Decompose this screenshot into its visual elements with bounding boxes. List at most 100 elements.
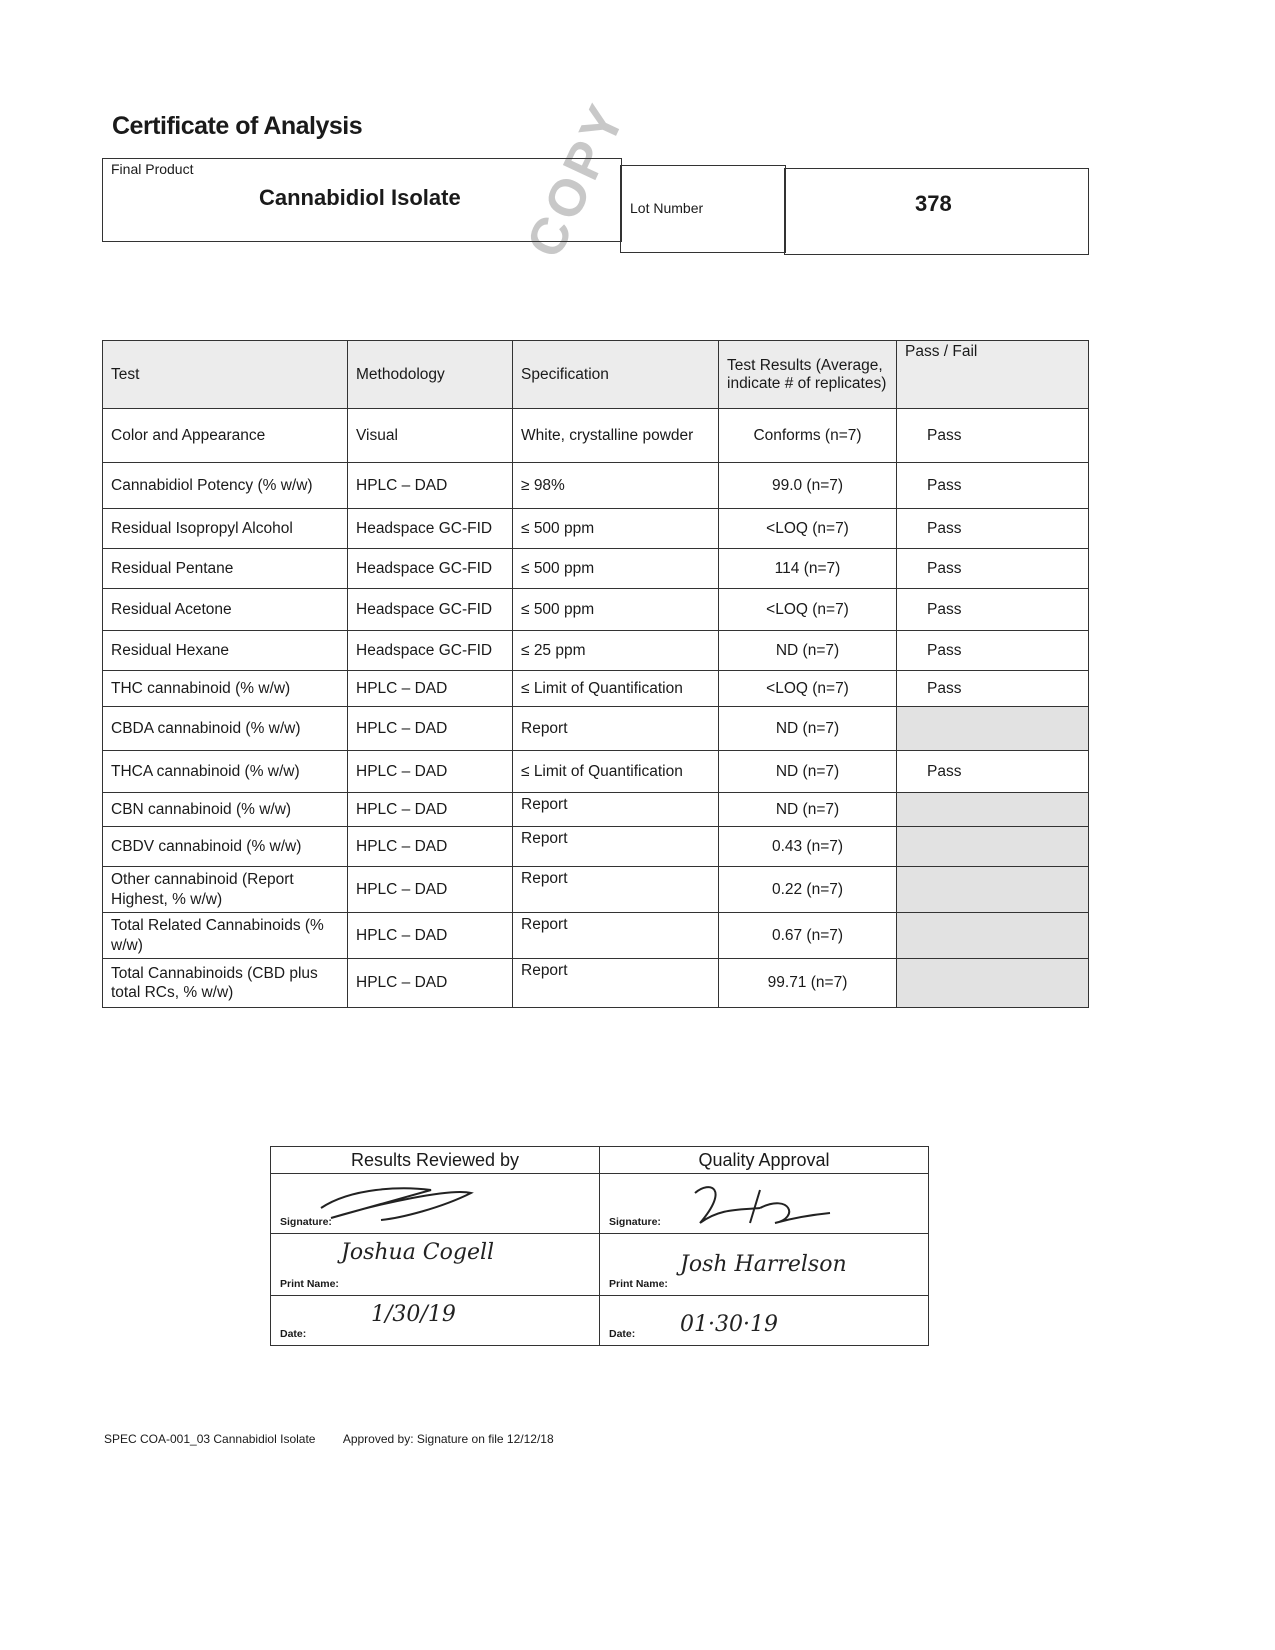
test-name: Residual Pentane: [102, 548, 348, 589]
test-result: 99.71 (n=7): [718, 958, 897, 1008]
table-row: Other cannabinoid (Report Highest, % w/w…: [102, 866, 1089, 913]
pass-fail: Pass: [896, 408, 1089, 463]
methodology: Headspace GC-FID: [347, 630, 513, 671]
table-header-row: Test Methodology Specification Test Resu…: [102, 340, 1089, 409]
specification: ≤ Limit of Quantification: [512, 750, 719, 793]
table-row: Residual Hexane Headspace GC-FID ≤ 25 ppm N…: [102, 630, 1089, 671]
table-row: Color and Appearance Visual White, crystal…: [102, 408, 1089, 463]
lot-number: 378: [915, 191, 952, 216]
test-result: 0.67 (n=7): [718, 912, 897, 959]
test-name: Residual Hexane: [102, 630, 348, 671]
reviewed-date-label: Date:: [280, 1328, 307, 1340]
footer-approved: Approved by: Signature on file 12/12/18: [342, 1432, 554, 1446]
table-row: THC cannabinoid (% w/w) HPLC – DAD ≤ Limit…: [102, 670, 1089, 707]
pass-fail: Pass: [896, 588, 1089, 631]
specification: ≤ 25 ppm: [512, 630, 719, 671]
test-results-table: Test Methodology Specification Test Resu…: [102, 340, 1089, 1008]
methodology: HPLC – DAD: [347, 826, 513, 867]
table-row: Cannabidiol Potency (% w/w) HPLC – DAD ≥ 9…: [102, 462, 1089, 509]
methodology: Headspace GC-FID: [347, 508, 513, 549]
pass-fail: Pass: [896, 462, 1089, 509]
reviewed-print-name: Joshua Cogell: [341, 1240, 495, 1265]
test-result: 0.22 (n=7): [718, 866, 897, 913]
table-row: CBDV cannabinoid (% w/w) HPLC – DAD Report…: [102, 826, 1089, 867]
footer-doc-id: SPEC COA-001_03 Cannabidiol Isolate: [104, 1432, 316, 1446]
table-row: Residual Pentane Headspace GC-FID ≤ 500 pp…: [102, 548, 1089, 589]
pass-fail: [896, 792, 1089, 827]
pass-fail: [896, 912, 1089, 959]
test-name: Total Related Cannabinoids (% w/w): [102, 912, 348, 959]
test-name: Residual Isopropyl Alcohol: [102, 508, 348, 549]
test-result: <LOQ (n=7): [718, 508, 897, 549]
specification: Report: [512, 866, 719, 913]
test-result: <LOQ (n=7): [718, 670, 897, 707]
specification: Report: [512, 958, 719, 1008]
reviewed-date-cell: 1/30/19 Date:: [270, 1295, 600, 1346]
header-test: Test: [102, 340, 348, 409]
test-result: 114 (n=7): [718, 548, 897, 589]
specification: Report: [512, 706, 719, 751]
table-row: CBDA cannabinoid (% w/w) HPLC – DAD Report…: [102, 706, 1089, 751]
test-name: Cannabidiol Potency (% w/w): [102, 462, 348, 509]
test-name: Other cannabinoid (Report Highest, % w/w…: [102, 866, 348, 913]
reviewed-signature: [320, 1187, 474, 1221]
specification: ≥ 98%: [512, 462, 719, 509]
methodology: HPLC – DAD: [347, 866, 513, 913]
methodology: HPLC – DAD: [347, 750, 513, 793]
product-name: Cannabidiol Isolate: [259, 185, 461, 210]
quality-print-cell: Josh Harrelson Print Name:: [599, 1233, 929, 1296]
quality-signature-cell: Signature:: [599, 1173, 929, 1234]
test-result: <LOQ (n=7): [718, 588, 897, 631]
reviewed-signature-label: Signature:: [280, 1216, 332, 1228]
header-methodology: Methodology: [347, 340, 513, 409]
table-row: Total Cannabinoids (CBD plus total RCs, …: [102, 958, 1089, 1008]
reviewed-print-label: Print Name:: [280, 1278, 339, 1290]
specification: Report: [512, 912, 719, 959]
test-result: 99.0 (n=7): [718, 462, 897, 509]
lot-number-value-cell: 378: [784, 168, 1089, 255]
footer: SPEC COA-001_03 Cannabidiol Isolate Appr…: [104, 1432, 554, 1446]
test-name: CBDA cannabinoid (% w/w): [102, 706, 348, 751]
test-name: THCA cannabinoid (% w/w): [102, 750, 348, 793]
methodology: HPLC – DAD: [347, 792, 513, 827]
test-result: Conforms (n=7): [718, 408, 897, 463]
pass-fail: Pass: [896, 548, 1089, 589]
quality-heading: Quality Approval: [599, 1146, 929, 1174]
pass-fail: Pass: [896, 508, 1089, 549]
quality-date: 01·30·19: [680, 1312, 778, 1337]
test-result: ND (n=7): [718, 630, 897, 671]
specification: ≤ 500 ppm: [512, 548, 719, 589]
document-title: Certificate of Analysis: [112, 112, 363, 140]
table-row: Total Related Cannabinoids (% w/w) HPLC –…: [102, 912, 1089, 959]
pass-fail: [896, 866, 1089, 913]
specification: ≤ Limit of Quantification: [512, 670, 719, 707]
test-name: CBDV cannabinoid (% w/w): [102, 826, 348, 867]
methodology: Visual: [347, 408, 513, 463]
reviewed-signature-cell: Signature:: [270, 1173, 600, 1234]
quality-signature-label: Signature:: [609, 1216, 661, 1228]
specification: Report: [512, 792, 719, 827]
methodology: Headspace GC-FID: [347, 548, 513, 589]
pass-fail: Pass: [896, 670, 1089, 707]
quality-date-label: Date:: [609, 1328, 636, 1340]
reviewed-date: 1/30/19: [371, 1302, 456, 1327]
methodology: Headspace GC-FID: [347, 588, 513, 631]
reviewed-heading: Results Reviewed by: [270, 1146, 600, 1174]
header-test-results: Test Results (Average, indicate # of rep…: [718, 340, 897, 409]
final-product-label: Final Product: [111, 161, 194, 177]
pass-fail: [896, 826, 1089, 867]
test-result: ND (n=7): [718, 750, 897, 793]
specification: Report: [512, 826, 719, 867]
lot-number-label: Lot Number: [630, 200, 704, 216]
quality-print-label: Print Name:: [609, 1278, 668, 1290]
test-result: ND (n=7): [718, 792, 897, 827]
methodology: HPLC – DAD: [347, 912, 513, 959]
quality-signature: [694, 1186, 831, 1224]
test-name: Total Cannabinoids (CBD plus total RCs, …: [102, 958, 348, 1008]
table-row: CBN cannabinoid (% w/w) HPLC – DAD Report N…: [102, 792, 1089, 827]
header-specification: Specification: [512, 340, 719, 409]
test-name: CBN cannabinoid (% w/w): [102, 792, 348, 827]
specification: ≤ 500 ppm: [512, 588, 719, 631]
specification: ≤ 500 ppm: [512, 508, 719, 549]
